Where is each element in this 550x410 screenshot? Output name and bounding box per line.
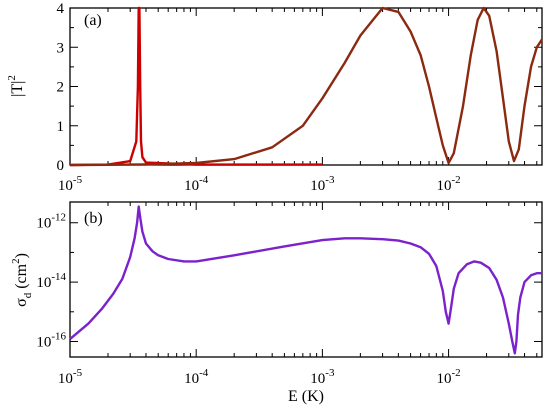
panel-b-ticks: 10-5 10-4 10-3 10-2 10-16 10-14 10-12 [36,202,542,387]
y-tick-label: 4 [57,1,65,17]
y-tick-label: 10-14 [36,271,66,291]
x-tick-label: 10-4 [184,174,209,194]
panel-b-ylabel: σd (cm2) [10,253,34,307]
series-line-red [69,6,323,167]
y-tick-label: 10-16 [36,330,66,350]
panel-b-label: (b) [84,210,103,227]
panel-b-series [69,205,542,355]
panel-a-ylabel: |T|2 [6,75,26,97]
y-tick-label: 10-12 [36,212,66,232]
x-tick-label: 10-3 [310,174,335,194]
x-tick-label: 10-2 [436,174,460,194]
y-tick-label: 1 [57,119,65,135]
series-line-brown [69,6,544,167]
x-tick-label: 10-5 [58,174,83,194]
panel-b-ylabel-main: σ [13,298,30,307]
panel-a-ticks: 10-5 10-4 10-3 10-2 0 1 2 3 4 [57,1,542,194]
panel-b: 10-5 10-4 10-3 10-2 10-16 10-14 10-12 (b) σd (… [10,201,543,405]
panel-b-ylabel-unit-sup: 2 [10,258,22,264]
panel-a-ylabel-main: |T| [9,81,26,97]
y-tick-label: 0 [57,158,65,174]
panel-b-ylabel-sub: d [22,292,34,298]
panel-a-label: (a) [84,12,102,29]
series-line-purple [69,205,542,355]
panel-a-series [69,6,544,167]
x-tick-label: 10-3 [310,367,335,387]
panel-b-xlabel: E (K) [288,388,324,405]
y-tick-label: 2 [57,80,65,96]
x-tick-label: 10-5 [58,367,83,387]
panel-b-ylabel-close: ) [13,253,30,258]
panel-a-ylabel-sup: 2 [6,75,18,81]
panel-b-frame [69,201,543,358]
x-tick-label: 10-4 [184,367,209,387]
x-tick-label: 10-2 [436,367,460,387]
y-tick-label: 3 [57,40,65,56]
panel-b-ylabel-unit: (cm [13,263,30,292]
